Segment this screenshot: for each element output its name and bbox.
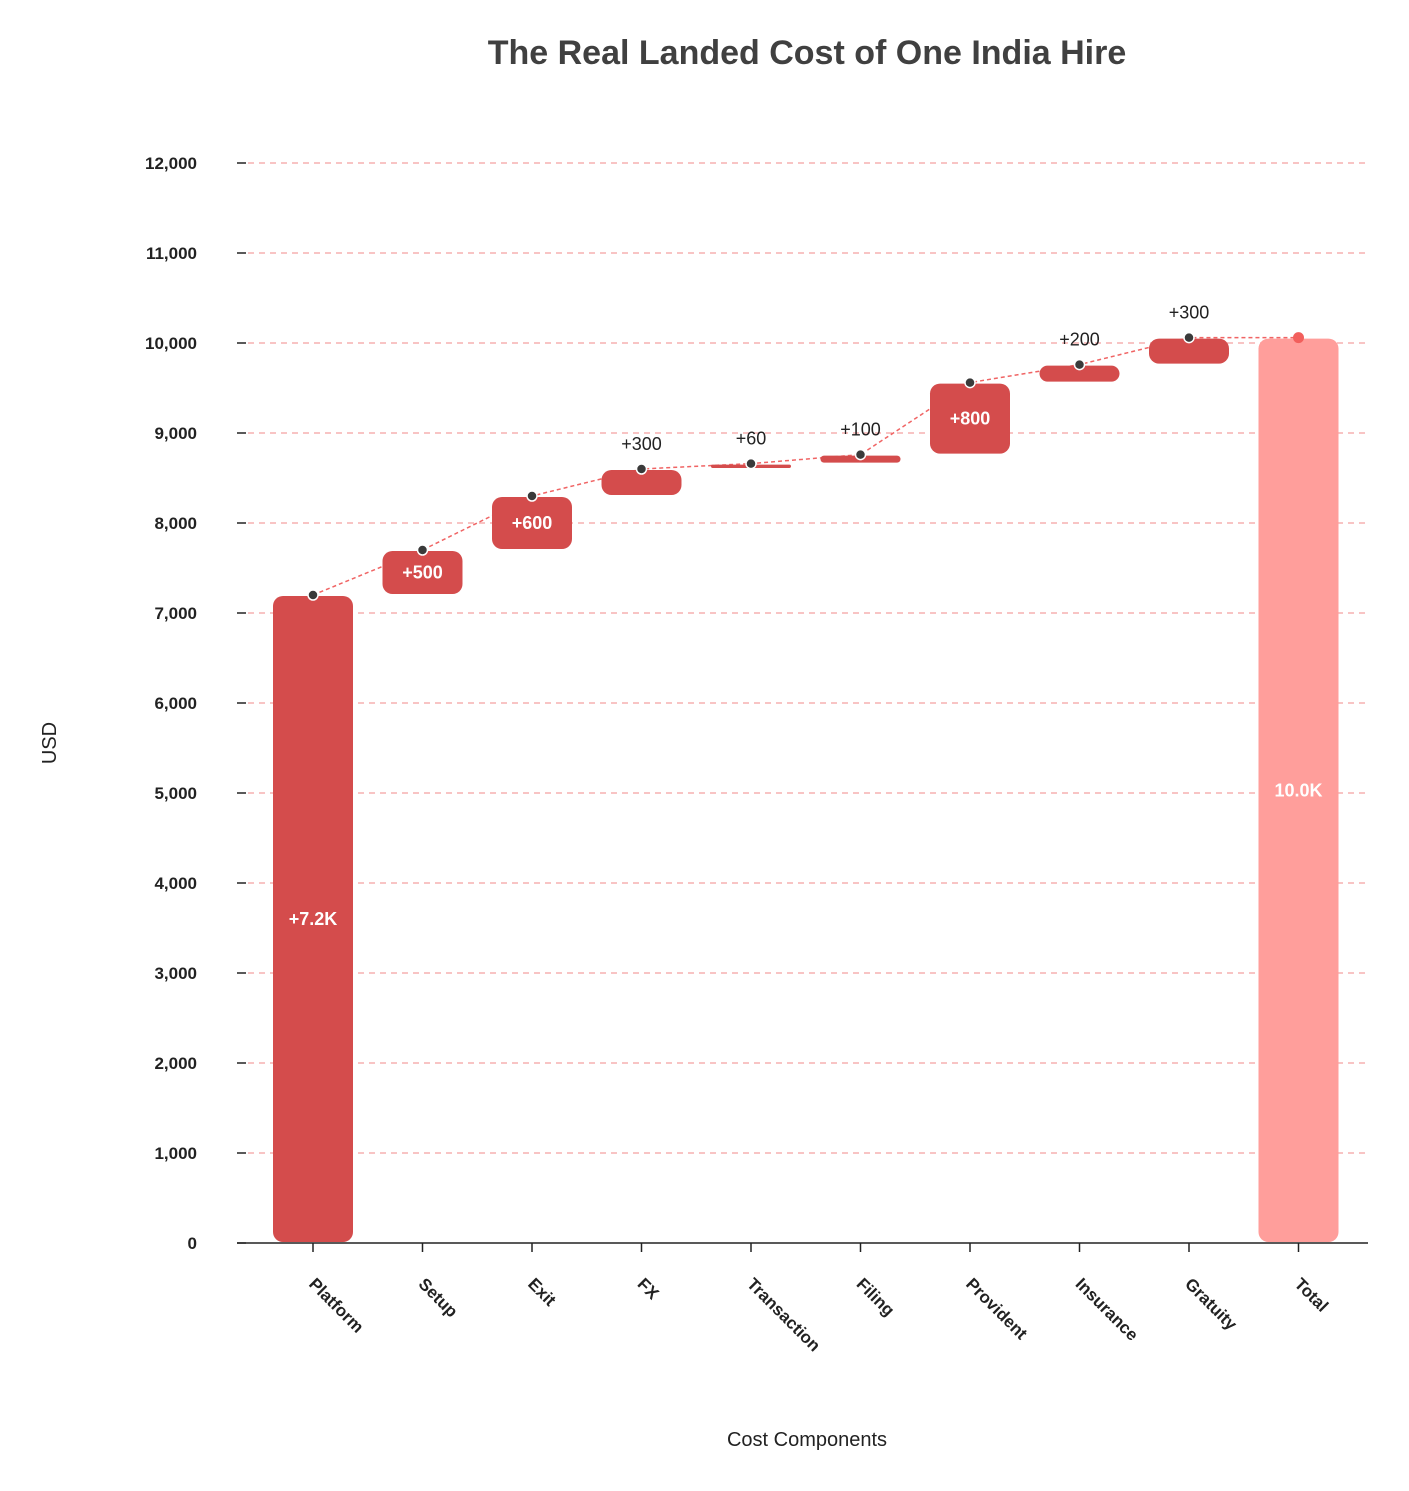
y-tick-label: 7,000 [154,604,197,623]
data-label: +500 [402,563,443,583]
bars [273,338,1339,1243]
data-label: +60 [736,429,767,449]
x-tick-label: Setup [415,1274,462,1321]
marker-point [1183,331,1195,344]
bar-total [1258,338,1339,1243]
y-tick-label: 4,000 [154,874,197,893]
x-tick-label: Filing [853,1274,898,1319]
x-tick-label: Insurance [1072,1274,1142,1344]
x-tick-label: Provident [962,1274,1031,1343]
y-tick-label: 6,000 [154,694,197,713]
x-tick-label: FX [634,1274,663,1303]
y-axis-title: USD [39,722,61,764]
y-tick-label: 5,000 [154,784,197,803]
marker-point [1073,358,1086,371]
x-tick-label: Total [1291,1274,1332,1315]
y-tick-label: 10,000 [145,334,197,353]
x-tick-label: Exit [524,1274,560,1310]
connector-line [312,336,1299,596]
bar-platform [273,596,353,1242]
markers [307,331,1304,601]
bar-setup [382,551,463,594]
data-label: 10.0K [1274,780,1322,800]
x-axis-title: Cost Components [727,1429,887,1451]
marker-point [416,544,429,556]
marker-point [964,376,976,389]
y-tick-label: 8,000 [154,514,197,533]
marker-point [635,463,648,475]
marker-point [526,490,538,502]
data-label: +7.2K [289,909,338,929]
bar-provident [930,383,1010,454]
data-label: +100 [840,420,881,440]
data-label: +300 [621,434,662,454]
bar-exit [492,497,572,549]
x-tick-label: Gratuity [1181,1274,1241,1334]
y-tick-label: 1,000 [154,1144,197,1163]
data-label: +200 [1059,330,1100,350]
x-tick-label: Platform [305,1274,367,1336]
marker-point [854,448,867,461]
marker-point [1293,332,1304,344]
labels: +7.2K +500 +600 +300 +60 +100 +800 +200 +300 10.0… [289,303,1323,929]
y-tick-label: 9,000 [154,424,197,443]
data-label: +800 [950,409,991,429]
y-tick-label: 2,000 [154,1054,197,1073]
connector-lines [312,336,1299,596]
data-label: +600 [512,513,553,533]
bar-fx [601,470,682,495]
data-label: +300 [1169,303,1210,323]
y-tick-label: 11,000 [146,244,197,263]
marker-point [745,457,757,470]
x-tick-label: Transaction [743,1274,824,1355]
y-tick-label: 3,000 [154,964,197,983]
y-tick-label: 12,000 [145,154,197,173]
marker-point [307,589,319,601]
chart-title: The Real Landed Cost of One India Hire [487,34,1127,72]
y-tick-label: 0 [188,1234,197,1253]
bar-gratuity [1149,338,1229,364]
bar-insurance [1039,365,1120,382]
